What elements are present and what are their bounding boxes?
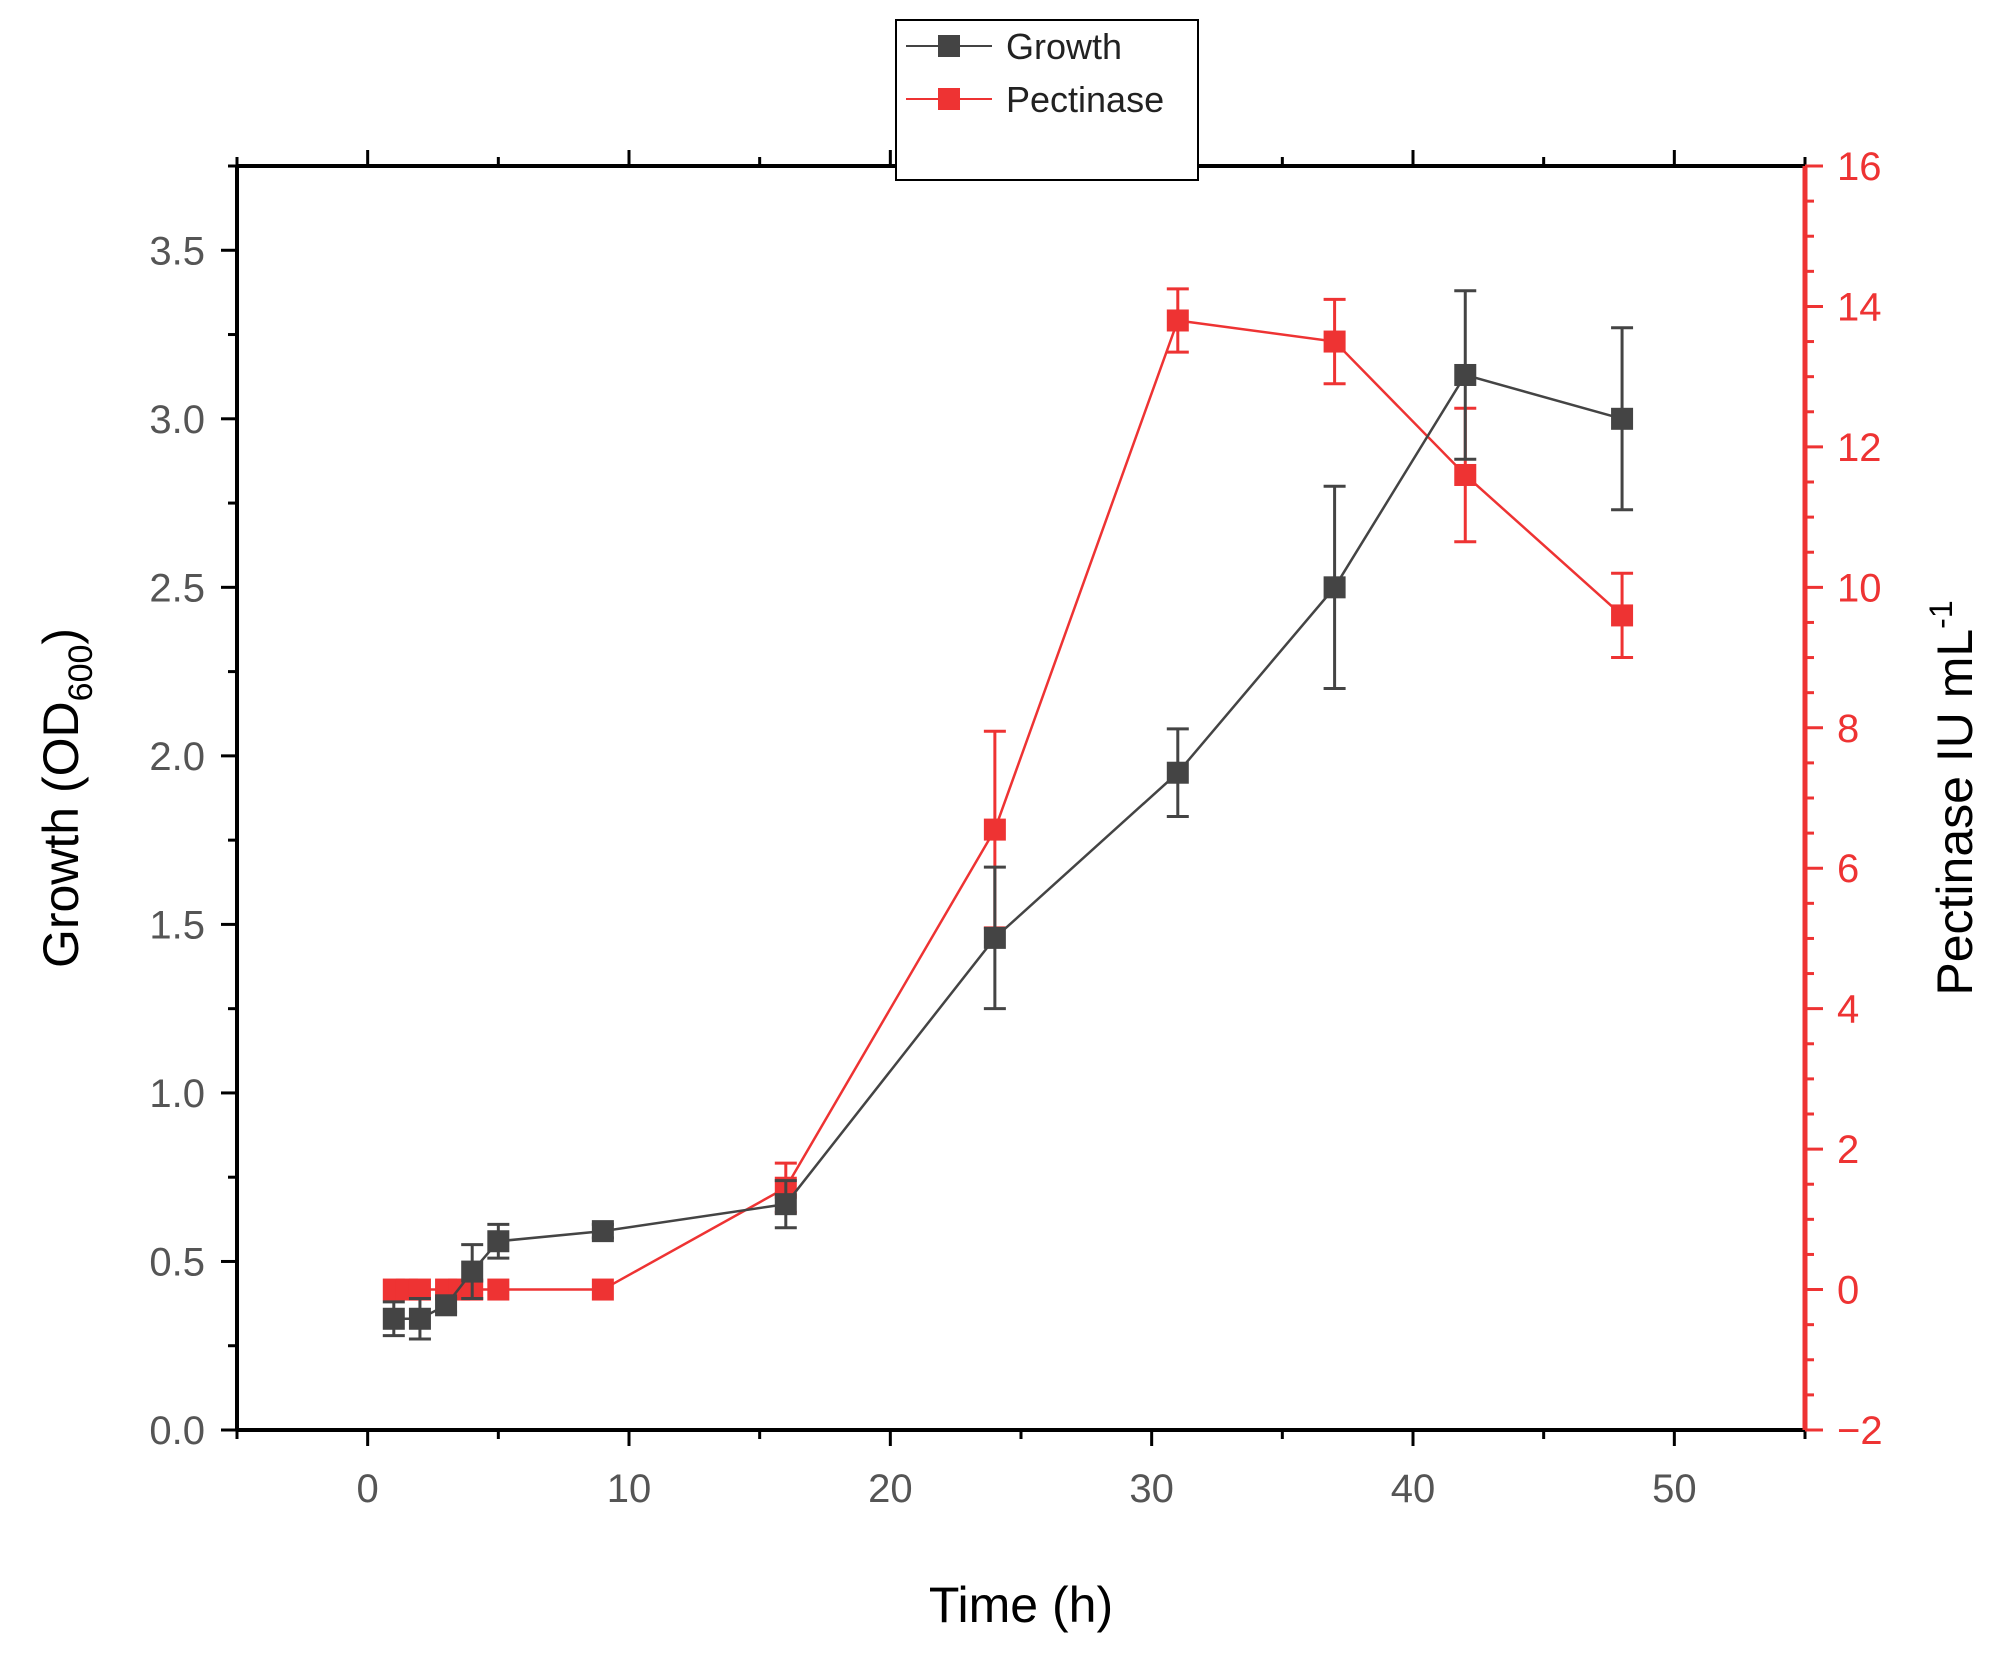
y-right-title-main: Pectinase IU mL bbox=[1927, 629, 1983, 996]
y-right-tick-label: −2 bbox=[1837, 1409, 1883, 1453]
pectinase-line bbox=[393, 319, 1623, 1291]
growth-marker bbox=[1166, 761, 1189, 784]
y-right-tick-label: 4 bbox=[1837, 988, 1859, 1032]
legend-growth-label: Growth bbox=[1006, 26, 1122, 67]
growth-marker bbox=[461, 1260, 484, 1283]
growth-marker bbox=[1611, 407, 1634, 430]
y-right-tick-label: 0 bbox=[1837, 1269, 1859, 1313]
legend: Growth Pectinase bbox=[895, 19, 1199, 181]
growth-marker bbox=[983, 926, 1006, 949]
y-right-title-superscript: -1 bbox=[1923, 600, 1959, 628]
x-tick-label: 50 bbox=[1652, 1467, 1697, 1511]
growth-marker bbox=[591, 1220, 614, 1243]
growth-marker bbox=[408, 1307, 431, 1330]
axis-ticks bbox=[221, 150, 1823, 1446]
growth-line bbox=[393, 373, 1623, 1321]
y-left-title-subscript: 600 bbox=[62, 645, 100, 702]
y-left-title-main: Growth (OD bbox=[33, 701, 89, 968]
pectinase-marker bbox=[591, 1278, 614, 1301]
y-left-tick-label: 0.0 bbox=[149, 1409, 205, 1453]
growth-marker bbox=[1323, 576, 1346, 599]
legend-pectinase-label: Pectinase bbox=[1006, 79, 1164, 120]
pectinase-marker bbox=[1454, 463, 1477, 486]
growth-marker bbox=[382, 1307, 405, 1330]
y-left-tick-label: 3.0 bbox=[149, 398, 205, 442]
y-left-tick-label: 0.5 bbox=[149, 1240, 205, 1284]
x-tick-label: 30 bbox=[1129, 1467, 1174, 1511]
y-left-axis-title: Growth (OD600) bbox=[33, 628, 100, 968]
y-right-axis-title: Pectinase IU mL-1 bbox=[1923, 600, 1983, 995]
x-tick-label: 40 bbox=[1391, 1467, 1436, 1511]
y-left-tick-label: 3.5 bbox=[149, 229, 205, 273]
axis-tick-labels: 0 10 20 30 40 50 0.0 0.5 1.0 1.5 2.0 2.5 3.0 3.5 −2 0 2 4… bbox=[149, 145, 1882, 1511]
pectinase-marker bbox=[1166, 309, 1189, 332]
series-pectinase bbox=[382, 287, 1634, 1301]
y-right-tick-label: 2 bbox=[1837, 1128, 1859, 1172]
legend-pectinase-marker bbox=[938, 88, 960, 110]
y-left-tick-label: 2.0 bbox=[149, 735, 205, 779]
plot-frame bbox=[235, 164, 1808, 1432]
growth-marker bbox=[487, 1230, 510, 1253]
pectinase-marker bbox=[487, 1278, 510, 1301]
series-layer bbox=[382, 287, 1634, 1341]
y-right-tick-label: 14 bbox=[1837, 285, 1882, 329]
y-left-tick-label: 1.0 bbox=[149, 1072, 205, 1116]
y-right-tick-label: 16 bbox=[1837, 145, 1882, 189]
growth-marker bbox=[435, 1294, 458, 1317]
y-left-tick-label: 1.5 bbox=[149, 903, 205, 947]
x-tick-label: 0 bbox=[357, 1467, 379, 1511]
y-left-title-tail: ) bbox=[33, 628, 89, 645]
legend-entry-pectinase: Pectinase bbox=[906, 79, 1164, 120]
y-left-tick-label: 2.5 bbox=[149, 566, 205, 610]
growth-marker bbox=[774, 1193, 797, 1216]
legend-entry-growth: Growth bbox=[906, 26, 1122, 67]
pectinase-marker bbox=[1611, 604, 1634, 627]
pectinase-marker bbox=[983, 818, 1006, 841]
legend-growth-marker bbox=[938, 35, 960, 57]
series-growth bbox=[382, 289, 1634, 1341]
y-right-tick-label: 12 bbox=[1837, 426, 1882, 470]
pectinase-marker bbox=[408, 1278, 431, 1301]
pectinase-marker bbox=[1323, 330, 1346, 353]
y-right-tick-label: 6 bbox=[1837, 847, 1859, 891]
x-tick-label: 20 bbox=[868, 1467, 913, 1511]
y-right-tick-label: 8 bbox=[1837, 707, 1859, 751]
growth-marker bbox=[1454, 363, 1477, 386]
x-tick-label: 10 bbox=[607, 1467, 652, 1511]
y-right-tick-label: 10 bbox=[1837, 566, 1882, 610]
x-axis-title: Time (h) bbox=[929, 1577, 1113, 1633]
